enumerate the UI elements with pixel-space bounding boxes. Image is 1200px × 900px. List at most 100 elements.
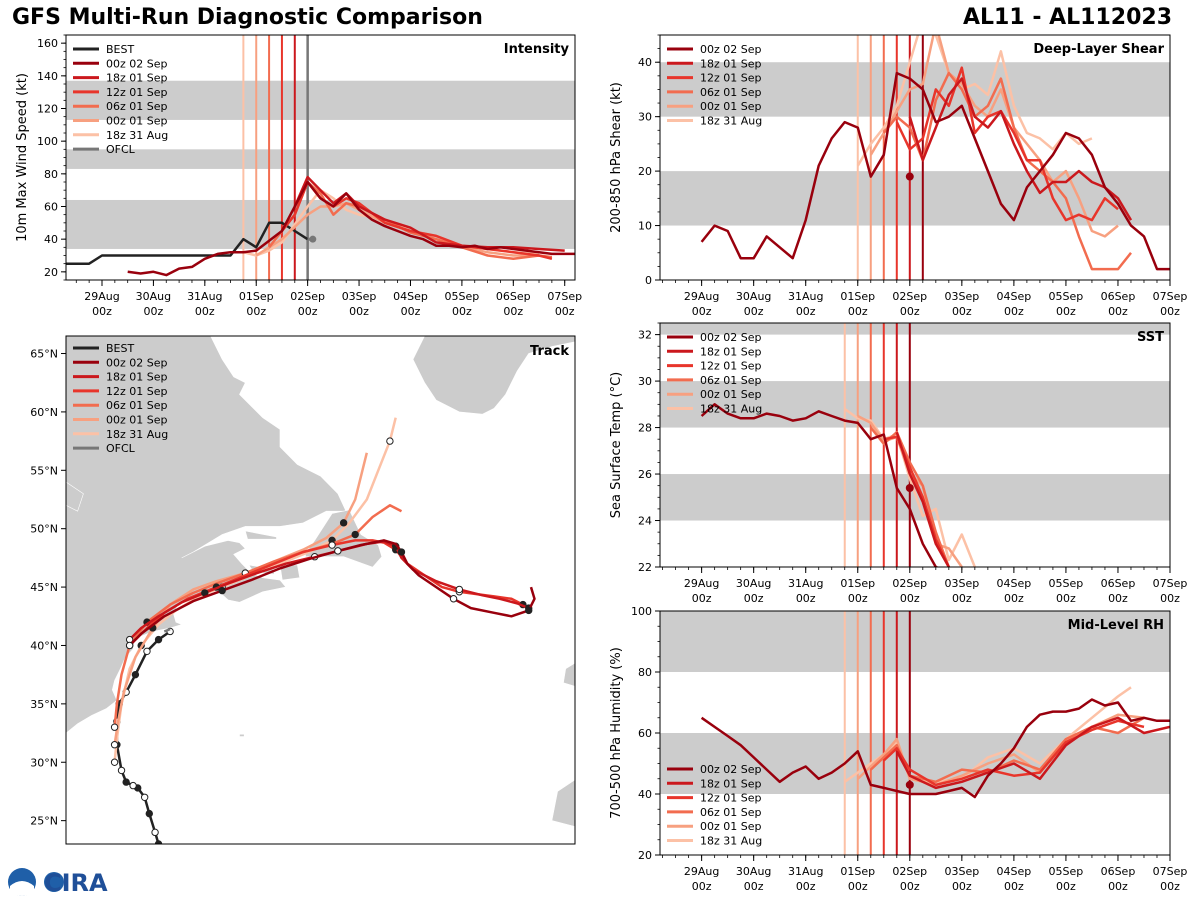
- sst-x-tick-sublabel: 00z: [692, 592, 712, 605]
- intensity-y-tick-label: 20: [44, 266, 58, 279]
- shear-y-axis-label: 200-850 hPa Shear (kt): [609, 82, 624, 233]
- intensity-band-0: [66, 199, 575, 249]
- shear-x-tick-label: 05Sep: [1049, 290, 1084, 303]
- rh-x-tick-label: 01Sep: [840, 865, 875, 878]
- intensity-panel-title: Intensity: [504, 42, 570, 57]
- shear-x-tick-sublabel: 00z: [1108, 305, 1128, 318]
- intensity-legend-label-best: BEST: [106, 43, 134, 56]
- track-best-point: [117, 766, 126, 775]
- track-series-best: [115, 630, 171, 844]
- sst-x-tick-sublabel: 00z: [1108, 592, 1128, 605]
- rh-x-tick-sublabel: 00z: [952, 880, 972, 893]
- track-panel-title: Track: [530, 344, 569, 359]
- intensity-x-tick-sublabel: 00z: [246, 305, 266, 318]
- intensity-ofcl-marker: [309, 235, 317, 243]
- intensity-plot-area: [66, 35, 575, 280]
- track-run-point-00z-02-sep: [397, 548, 406, 556]
- rh-x-tick-sublabel: 00z: [1056, 880, 1076, 893]
- rh-x-tick-label: 06Sep: [1101, 865, 1136, 878]
- track-run-point-12z-01-sep: [328, 541, 336, 549]
- shear-series-00z-02-sep: [700, 71, 1170, 271]
- intensity-x-tick-label: 03Sep: [342, 290, 377, 303]
- intensity-series-best: [66, 221, 309, 265]
- track-run-point-06z-01-sep: [110, 723, 119, 731]
- track-legend-label-18z-31-aug: 18z 31 Aug: [106, 428, 168, 441]
- shear-legend-label-00z-02-sep: 00z 02 Sep: [700, 43, 762, 56]
- rh-series-12z-01-sep: [882, 719, 1145, 787]
- intensity-y-tick-label: 160: [37, 37, 58, 50]
- rh-x-tick-label: 30Aug: [736, 865, 771, 878]
- sst-x-tick-label: 31Aug: [788, 577, 823, 590]
- rh-x-tick-sublabel: 00z: [796, 880, 816, 893]
- track-legend-label-12z-01-sep: 12z 01 Sep: [106, 385, 168, 398]
- intensity-x-tick-label: 07Sep: [547, 290, 582, 303]
- shear-x-tick-label: 04Sep: [997, 290, 1032, 303]
- sst-x-tick-label: 04Sep: [997, 577, 1032, 590]
- shear-x-tick-label: 31Aug: [788, 290, 823, 303]
- track-lat-label: 30°N: [30, 756, 58, 769]
- intensity-y-tick-label: 120: [37, 103, 58, 116]
- track-best-point: [143, 647, 151, 656]
- sst-x-tick-label: 02Sep: [892, 577, 927, 590]
- shear-plot-area: [660, 35, 1170, 280]
- shear-x-tick-sublabel: 00z: [1004, 305, 1024, 318]
- rh-legend-label-12z-01-sep: 12z 01 Sep: [700, 792, 762, 805]
- rh-y-axis-label: 700-500 hPa Humidity (%): [609, 647, 624, 819]
- track-run-point-00z-01-sep: [110, 741, 119, 749]
- intensity-x-tick-label: 01Sep: [239, 290, 274, 303]
- intensity-legend-label-00z-02-sep: 00z 02 Sep: [106, 57, 168, 70]
- track-series-ofcl: [163, 627, 171, 633]
- intensity-x-tick-label: 02Sep: [290, 290, 325, 303]
- intensity-y-tick-label: 80: [44, 168, 58, 181]
- intensity-legend-label-18z-01-sep: 18z 01 Sep: [106, 72, 168, 85]
- track-run-point-00z-02-sep: [334, 547, 342, 555]
- intensity-y-tick-label: 40: [44, 233, 58, 246]
- sst-x-tick-label: 29Aug: [684, 577, 719, 590]
- rh-y-tick-label: 80: [638, 666, 652, 679]
- rh-panel: 20 40 60 80 100 29Aug 00z 30Aug 00z 31Aug 00z 01Sep…: [609, 605, 1187, 893]
- rh-y-tick-label: 100: [631, 605, 652, 618]
- sst-x-tick-label: 05Sep: [1049, 577, 1084, 590]
- anticosti-island: [244, 530, 277, 540]
- track-best-point: [154, 635, 163, 644]
- sst-legend-label-18z-31-aug: 18z 31 Aug: [700, 403, 762, 416]
- intensity-band-1: [66, 149, 575, 169]
- track-run-point-06z-01-sep: [351, 530, 359, 539]
- intensity-x-tick-sublabel: 00z: [92, 305, 112, 318]
- hudson-bay-coast: [66, 481, 84, 512]
- intensity-x-tick-label: 29Aug: [84, 290, 119, 303]
- greenland-land: [412, 336, 575, 415]
- sst-x-tick-sublabel: 00z: [848, 592, 868, 605]
- sst-series-18z-01-sep: [895, 431, 950, 567]
- intensity-x-tick-label: 06Sep: [496, 290, 531, 303]
- track-plot-area: [66, 336, 575, 844]
- sst-band-1: [660, 381, 1170, 428]
- shear-x-tick-sublabel: 00z: [744, 305, 764, 318]
- sst-legend-label-18z-01-sep: 18z 01 Sep: [700, 345, 762, 358]
- intensity-x-tick-sublabel: 00z: [503, 305, 523, 318]
- rh-x-tick-label: 29Aug: [684, 865, 719, 878]
- storm-id-title: AL11 - AL112023: [963, 5, 1172, 30]
- intensity-series-00z-02-sep: [127, 180, 575, 277]
- cira-logo-text: CIRA: [44, 869, 108, 897]
- shear-x-tick-sublabel: 00z: [796, 305, 816, 318]
- rh-x-tick-label: 02Sep: [892, 865, 927, 878]
- intensity-band-2: [66, 80, 575, 120]
- track-run-point-00z-02-sep: [125, 641, 134, 650]
- rh-x-tick-label: 07Sep: [1153, 865, 1188, 878]
- sst-band-2: [660, 323, 1170, 335]
- intensity-legend-label-00z-01-sep: 00z 01 Sep: [106, 115, 168, 128]
- intensity-x-tick-label: 30Aug: [136, 290, 171, 303]
- rh-legend-label-00z-01-sep: 00z 01 Sep: [700, 820, 762, 833]
- intensity-legend-label-06z-01-sep: 06z 01 Sep: [106, 100, 168, 113]
- sst-frame: [659, 322, 1171, 568]
- rh-band-1: [660, 611, 1170, 672]
- shear-x-tick-label: 01Sep: [840, 290, 875, 303]
- sst-y-tick-label: 24: [638, 515, 652, 528]
- rh-x-tick-label: 04Sep: [997, 865, 1032, 878]
- sst-y-axis-label: Sea Surface Temp (°C): [609, 372, 624, 519]
- sst-x-tick-sublabel: 00z: [744, 592, 764, 605]
- shear-panel-title: Deep-Layer Shear: [1033, 42, 1164, 57]
- shear-x-tick-sublabel: 00z: [952, 305, 972, 318]
